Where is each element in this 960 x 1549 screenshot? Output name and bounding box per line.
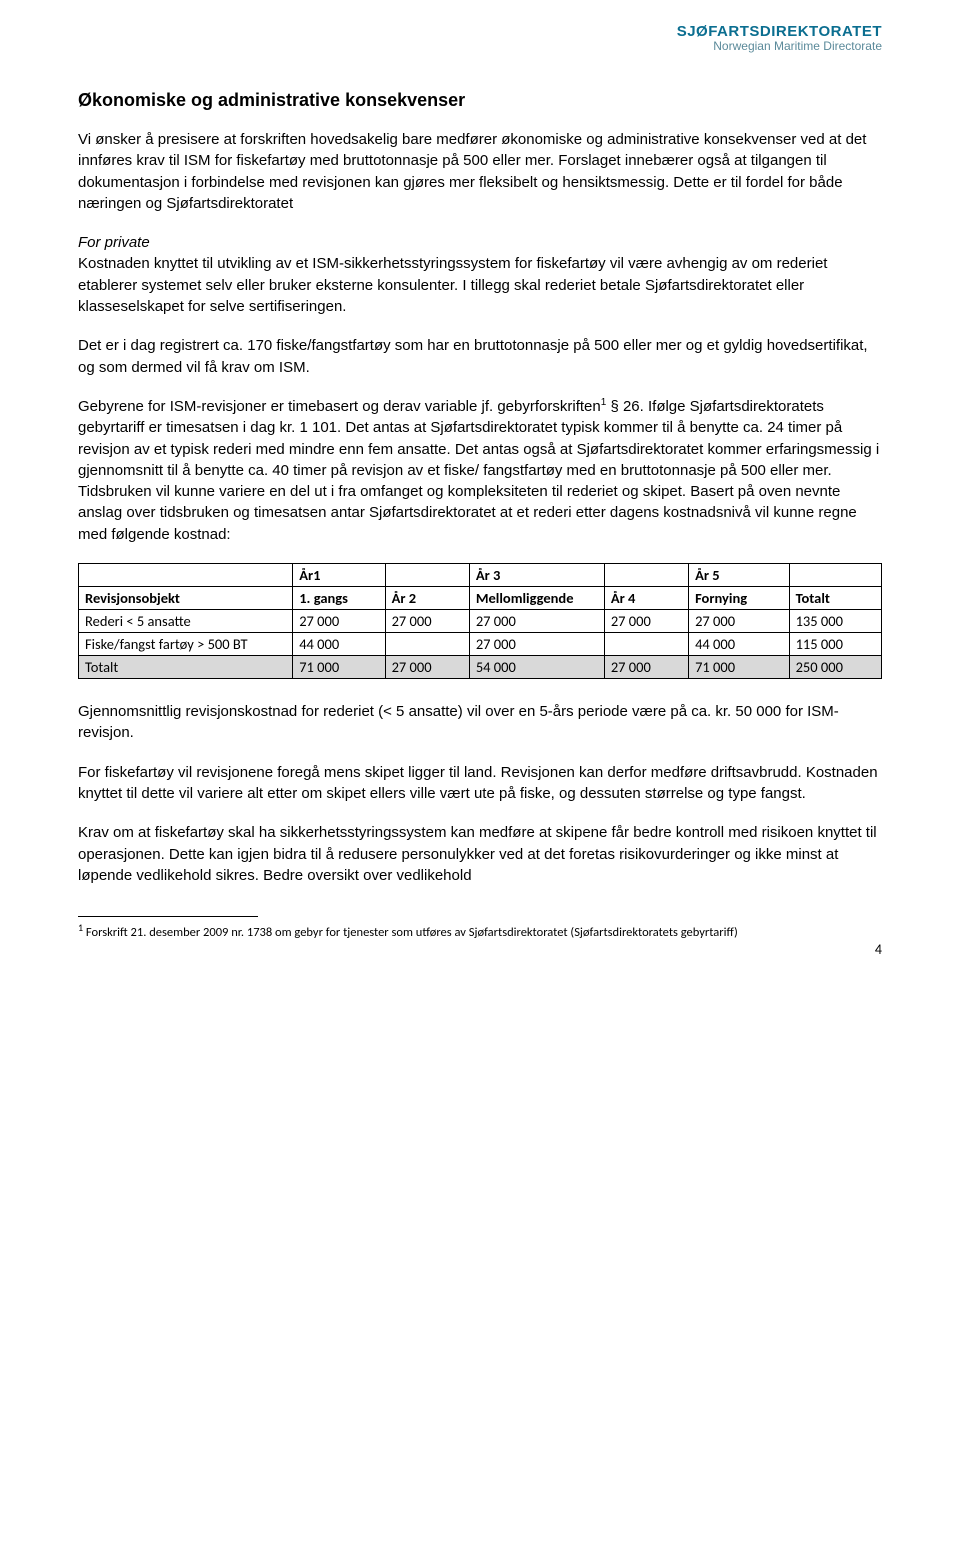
cell: 54 000	[469, 656, 604, 679]
paragraph-1: Vi ønsker å presisere at forskriften hov…	[78, 129, 882, 214]
paragraph-4: Gebyrene for ISM-revisjoner er timebaser…	[78, 396, 882, 545]
paragraph-4b: § 26. Ifølge Sjøfartsdirektoratets gebyr…	[78, 398, 879, 543]
th-blank3	[604, 564, 688, 587]
th-ar3: År 3	[469, 564, 604, 587]
paragraph-3: Det er i dag registrert ca. 170 fiske/fa…	[78, 335, 882, 378]
th-blank	[79, 564, 293, 587]
cell: 250 000	[789, 656, 881, 679]
cell: 27 000	[604, 656, 688, 679]
cell: 44 000	[689, 633, 790, 656]
th-1gangs: 1. gangs	[293, 587, 385, 610]
table-header-row-2: Revisjonsobjekt 1. gangs År 2 Mellomligg…	[79, 587, 882, 610]
footnote-text: Forskrift 21. desember 2009 nr. 1738 om …	[86, 925, 738, 940]
cell: 27 000	[604, 610, 688, 633]
logo-line1: SJØFARTSDIREKTORATET	[677, 24, 882, 40]
th-blank4	[789, 564, 881, 587]
cell: 27 000	[385, 610, 469, 633]
cell: 115 000	[789, 633, 881, 656]
th-revisjonsobjekt: Revisjonsobjekt	[79, 587, 293, 610]
cell: 135 000	[789, 610, 881, 633]
th-ar4: År 4	[604, 587, 688, 610]
th-fornying: Fornying	[689, 587, 790, 610]
cell: 27 000	[385, 656, 469, 679]
cell	[385, 633, 469, 656]
cell: 44 000	[293, 633, 385, 656]
cell: 27 000	[293, 610, 385, 633]
th-ar5: År 5	[689, 564, 790, 587]
row-label: Totalt	[79, 656, 293, 679]
table-row: Rederi < 5 ansatte 27 000 27 000 27 000 …	[79, 610, 882, 633]
footnote-1: 1 Forskrift 21. desember 2009 nr. 1738 o…	[78, 921, 882, 941]
paragraph-2: Kostnaden knyttet til utvikling av et IS…	[78, 253, 882, 317]
cost-table: År1 År 3 År 5 Revisjonsobjekt 1. gangs Å…	[78, 563, 882, 679]
paragraph-7: Krav om at fiskefartøy skal ha sikkerhet…	[78, 822, 882, 886]
cell: 27 000	[469, 633, 604, 656]
footnote-rule	[78, 916, 258, 917]
footnote-marker: 1	[78, 921, 83, 934]
th-ar2: År 2	[385, 587, 469, 610]
row-label: Fiske/fangst fartøy > 500 BT	[79, 633, 293, 656]
row-label: Rederi < 5 ansatte	[79, 610, 293, 633]
org-logo: SJØFARTSDIREKTORATET Norwegian Maritime …	[677, 24, 882, 52]
cell	[604, 633, 688, 656]
paragraph-6: For fiskefartøy vil revisjonene foregå m…	[78, 762, 882, 805]
paragraph-5: Gjennomsnittlig revisjonskostnad for red…	[78, 701, 882, 744]
logo-line2: Norwegian Maritime Directorate	[677, 40, 882, 53]
cell: 71 000	[689, 656, 790, 679]
th-totalt: Totalt	[789, 587, 881, 610]
table-header-row-1: År1 År 3 År 5	[79, 564, 882, 587]
cell: 27 000	[689, 610, 790, 633]
th-ar1: År1	[293, 564, 385, 587]
th-mellom: Mellomliggende	[469, 587, 604, 610]
page-number: 4	[875, 941, 882, 958]
table-row-total: Totalt 71 000 27 000 54 000 27 000 71 00…	[79, 656, 882, 679]
table-row: Fiske/fangst fartøy > 500 BT 44 000 27 0…	[79, 633, 882, 656]
cell: 27 000	[469, 610, 604, 633]
th-blank2	[385, 564, 469, 587]
cell: 71 000	[293, 656, 385, 679]
subheading-private: For private	[78, 232, 882, 253]
paragraph-4a: Gebyrene for ISM-revisjoner er timebaser…	[78, 398, 601, 415]
section-heading: Økonomiske og administrative konsekvense…	[78, 90, 882, 111]
